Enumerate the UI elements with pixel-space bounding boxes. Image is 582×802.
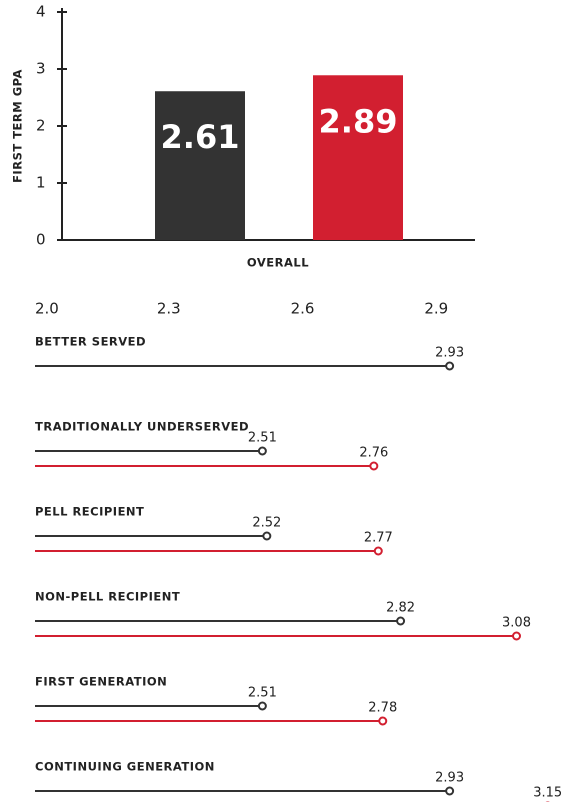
bar: [313, 75, 403, 241]
category-label: PELL RECIPIENT: [35, 505, 144, 519]
y-tick-label: 0: [36, 231, 46, 249]
x-tick-label: 2.0: [35, 300, 59, 318]
lollipop-dot: [373, 546, 383, 556]
value-label: 2.78: [368, 701, 397, 716]
y-tick-label: 3: [36, 60, 46, 78]
value-label: 3.08: [502, 616, 531, 631]
lollipop-dot: [369, 461, 379, 471]
y-tick-label: 2: [36, 117, 46, 135]
value-label: 2.76: [359, 446, 388, 461]
lollipop-dot: [378, 716, 388, 726]
value-label: 2.52: [252, 516, 281, 531]
category-label: CONTINUING GENERATION: [35, 760, 215, 774]
x-axis-label: OVERALL: [247, 256, 309, 270]
category-label: TRADITIONALLY UNDERSERVED: [35, 420, 249, 434]
value-label: 2.77: [364, 531, 393, 546]
category-label: FIRST GENERATION: [35, 675, 167, 689]
y-tick-label: 4: [36, 3, 46, 21]
x-tick-label: 2.3: [157, 300, 181, 318]
x-tick-label: 2.6: [291, 300, 315, 318]
lollipop-dot: [445, 361, 455, 371]
bar-value-label: 2.61: [161, 118, 240, 156]
lollipop-dot: [262, 531, 272, 541]
bar: [155, 91, 245, 240]
lollipop-dot: [512, 631, 521, 641]
lollipop-dot: [257, 701, 267, 711]
value-label: 2.51: [248, 686, 277, 701]
category-label: NON-PELL RECIPIENT: [35, 590, 180, 604]
x-tick-label: 2.9: [424, 300, 448, 318]
category-label: BETTER SERVED: [35, 335, 146, 349]
bar-value-label: 2.89: [319, 102, 398, 140]
value-label: 2.82: [386, 601, 415, 616]
lollipop-dot: [257, 446, 267, 456]
lollipop-dot: [396, 616, 406, 626]
y-tick-label: 1: [36, 174, 46, 192]
value-label: 2.51: [248, 431, 277, 446]
lollipop-dot: [445, 786, 455, 796]
value-label: 3.15: [533, 786, 562, 801]
value-label: 2.93: [435, 346, 464, 361]
value-label: 2.93: [435, 771, 464, 786]
y-axis-label: FIRST TERM GPA: [11, 69, 25, 183]
